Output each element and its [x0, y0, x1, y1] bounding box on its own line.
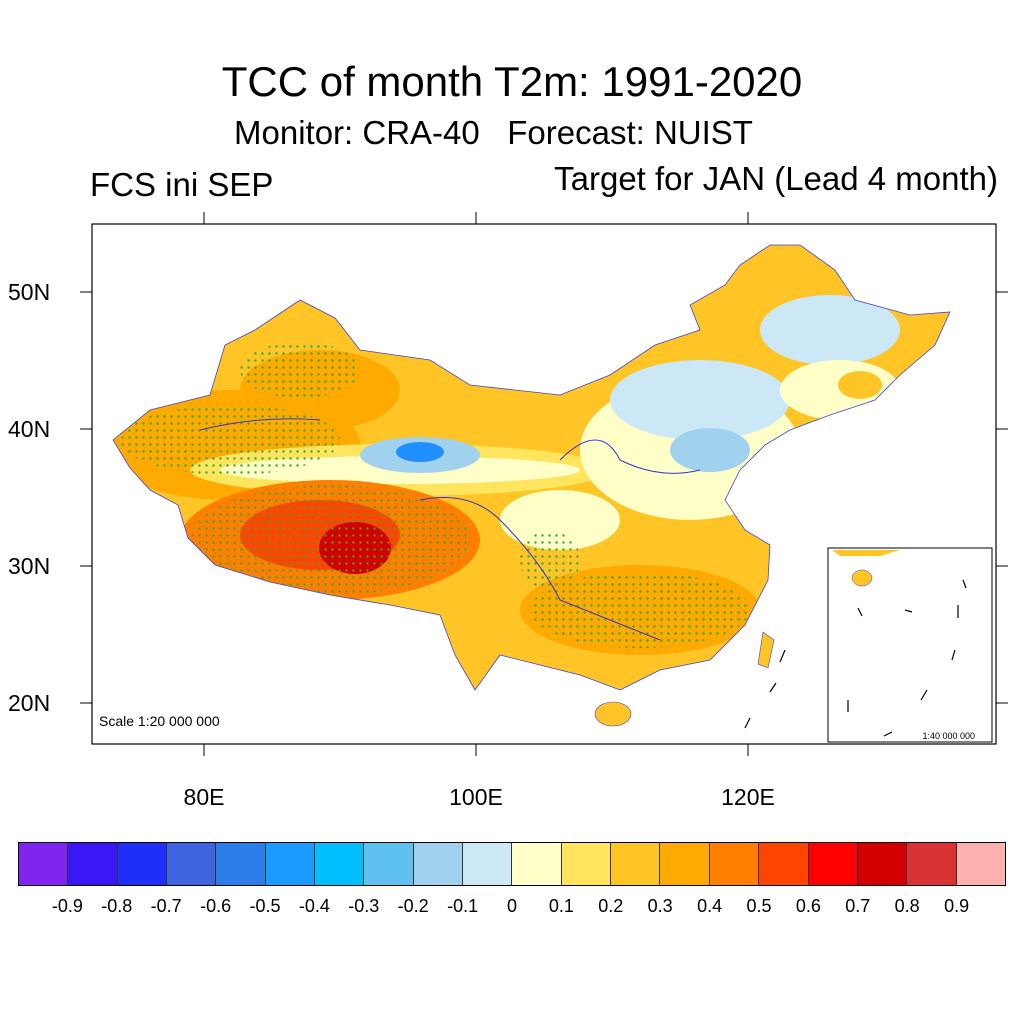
colorbar-box — [364, 843, 414, 885]
colorbar-label: -0.1 — [447, 896, 479, 916]
colorbar-box — [512, 843, 562, 885]
colorbar-label: 0.4 — [697, 896, 723, 916]
colorbar-box — [808, 843, 858, 885]
forecast-init-label: FCS ini SEP — [90, 166, 274, 203]
map-subtitle: Monitor: CRA-40 Forecast: NUIST — [234, 114, 753, 151]
colorbar-box — [68, 843, 118, 885]
colorbar-label: -0.5 — [249, 896, 281, 916]
colorbar-label: 0 — [506, 896, 518, 916]
lat-ticks — [80, 291, 1008, 704]
colorbar-label: -0.6 — [200, 896, 232, 916]
river — [199, 418, 321, 431]
colorbar-box — [315, 843, 365, 885]
colorbar-label: 0.6 — [795, 896, 821, 916]
colorbar-box — [611, 843, 661, 885]
inset-coast — [832, 550, 900, 556]
colorbar-label: 0.2 — [598, 896, 624, 916]
scale-label: Scale 1:20 000 000 — [99, 713, 220, 729]
colorbar-label: -0.3 — [348, 896, 380, 916]
lon-label-80e: 80E — [184, 784, 225, 810]
river — [419, 497, 661, 641]
colorbar-label: 0.9 — [944, 896, 970, 916]
inset-nine-dash-line — [847, 579, 967, 737]
lat-label-40n: 40N — [8, 416, 50, 442]
lon-label-100e: 100E — [449, 784, 503, 810]
map-title: TCC of month T2m: 1991-2020 — [221, 58, 803, 105]
inset-hainan — [851, 569, 873, 587]
lon-label-120e: 120E — [721, 784, 775, 810]
colorbar-box — [413, 843, 464, 885]
colorbar-label: 0.8 — [894, 896, 920, 916]
colorbar — [18, 842, 1006, 886]
colorbar-box — [907, 843, 957, 885]
colorbar-label: 0.5 — [746, 896, 772, 916]
colorbar-box — [561, 843, 612, 885]
lat-label-30n: 30N — [8, 553, 50, 579]
colorbar-label: 0.1 — [548, 896, 574, 916]
inset-scale-label: 1:40 000 000 — [922, 731, 975, 741]
lon-ticks — [203, 212, 749, 756]
colorbar-box — [167, 843, 217, 885]
colorbar-box — [759, 843, 809, 885]
colorbar-box — [956, 843, 1005, 885]
lon-labels: 80E 100E 120E — [184, 784, 775, 810]
colorbar-box — [463, 843, 513, 885]
colorbar-label: -0.2 — [397, 896, 429, 916]
colorbar-box — [709, 843, 760, 885]
colorbar-box — [265, 843, 316, 885]
river — [559, 439, 701, 474]
lat-labels: 50N 40N 30N 20N — [8, 279, 50, 716]
colorbar-box — [19, 843, 69, 885]
hainan-island — [594, 701, 632, 727]
taiwan-island — [757, 631, 775, 669]
main-dashes — [744, 649, 786, 729]
colorbar-box — [117, 843, 168, 885]
colorbar-box — [660, 843, 710, 885]
colorbar-label: -0.8 — [101, 896, 133, 916]
colorbar-box — [216, 843, 266, 885]
lat-label-50n: 50N — [8, 279, 50, 305]
colorbar-box — [857, 843, 908, 885]
colorbar-label: 0.3 — [647, 896, 673, 916]
colorbar-label: -0.4 — [298, 896, 330, 916]
target-label: Target for JAN (Lead 4 month) — [554, 160, 998, 197]
colorbar-label: 0.7 — [845, 896, 871, 916]
colorbar-label: -0.7 — [150, 896, 182, 916]
colorbar-labels: -0.9 -0.8 -0.7 -0.6 -0.5 -0.4 -0.3 -0.2 -0.1 0 0.1… — [0, 896, 1024, 920]
colorbar-label: -0.9 — [51, 896, 83, 916]
lat-label-20n: 20N — [8, 690, 50, 716]
china-border — [112, 244, 951, 691]
